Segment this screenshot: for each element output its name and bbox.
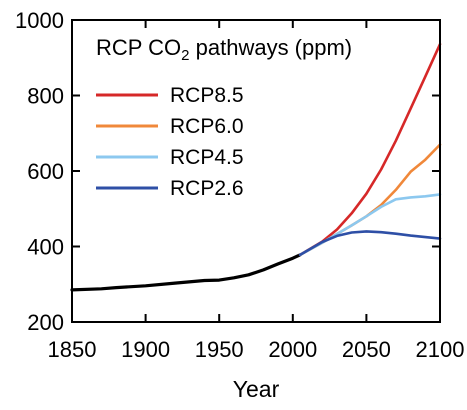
series-line-historical bbox=[70, 253, 302, 292]
legend-label-rcp8-5: RCP8.5 bbox=[170, 84, 244, 107]
legend: RCP CO2 pathways (ppm) RCP8.5 RCP6.0 RCP4.… bbox=[96, 35, 352, 200]
x-tick-label: 1850 bbox=[48, 337, 97, 362]
series-line-rcp8-5 bbox=[298, 42, 442, 257]
y-tick-label: 1000 bbox=[15, 8, 64, 33]
x-tick-label: 2000 bbox=[268, 337, 317, 362]
legend-label-rcp6-0: RCP6.0 bbox=[170, 115, 244, 138]
series-line-rcp4-5 bbox=[298, 193, 442, 257]
plot-frame bbox=[71, 19, 441, 323]
x-tick-label: 2100 bbox=[416, 337, 465, 362]
x-tick-label: 2050 bbox=[342, 337, 391, 362]
legend-label-rcp4-5: RCP4.5 bbox=[170, 146, 244, 169]
y-tick-label: 400 bbox=[27, 235, 64, 260]
x-tick-label: 1900 bbox=[121, 337, 170, 362]
series-line-rcp6-0 bbox=[298, 143, 442, 257]
y-tick-label: 200 bbox=[27, 310, 64, 335]
series-line-rcp2-6 bbox=[298, 230, 442, 257]
y-tick-label: 800 bbox=[27, 84, 64, 109]
legend-label-rcp2-6: RCP2.6 bbox=[170, 177, 244, 200]
x-axis-title: Year bbox=[233, 376, 280, 402]
tick-layer: 1850 1900 1950 2000 2050 2100 200 400 600 800 1000 bbox=[15, 8, 464, 362]
y-tick-label: 600 bbox=[27, 159, 64, 184]
series-layer bbox=[70, 42, 442, 292]
legend-title: RCP CO2 pathways (ppm) bbox=[96, 35, 352, 64]
x-tick-label: 1950 bbox=[195, 337, 244, 362]
